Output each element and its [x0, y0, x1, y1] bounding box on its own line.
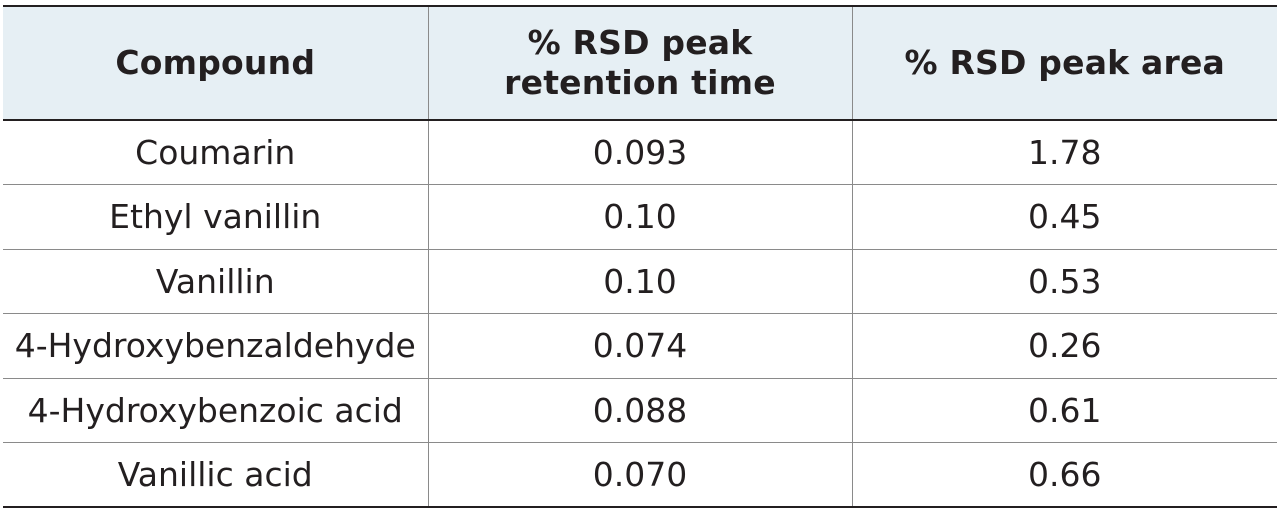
- table-header: Compound % RSD peak retention time % RSD…: [3, 5, 1277, 121]
- peak-area-rsd-cell: 0.53: [851, 249, 1277, 314]
- peak-area-rsd-cell: 0.26: [851, 313, 1277, 379]
- table-body: Coumarin 0.093 1.78 Ethyl vanillin 0.10 …: [3, 120, 1277, 508]
- retention-time-rsd-cell: 0.074: [427, 313, 853, 379]
- table-row: Vanillin 0.10 0.53: [3, 249, 1277, 314]
- peak-area-rsd-cell: 1.78: [851, 120, 1277, 185]
- retention-time-rsd-cell: 0.070: [427, 442, 853, 508]
- rsd-table: Compound % RSD peak retention time % RSD…: [3, 5, 1277, 508]
- compound-cell: Vanillin: [3, 249, 429, 314]
- table-row: Coumarin 0.093 1.78: [3, 120, 1277, 185]
- retention-time-rsd-cell: 0.10: [427, 249, 853, 314]
- table-row: 4-Hydroxybenzoic acid 0.088 0.61: [3, 378, 1277, 443]
- compound-cell: Coumarin: [3, 120, 429, 185]
- peak-area-rsd-cell: 0.45: [851, 184, 1277, 250]
- retention-time-rsd-cell: 0.10: [427, 184, 853, 250]
- retention-time-rsd-cell: 0.088: [427, 378, 853, 443]
- table-row: 4-Hydroxybenzaldehyde 0.074 0.26: [3, 313, 1277, 379]
- peak-area-rsd-cell: 0.66: [851, 442, 1277, 508]
- peak-area-rsd-cell: 0.61: [851, 378, 1277, 443]
- compound-cell: 4-Hydroxybenzaldehyde: [3, 313, 429, 379]
- table-row: Ethyl vanillin 0.10 0.45: [3, 184, 1277, 250]
- header-compound: Compound: [3, 5, 429, 121]
- header-rsd-retention-time: % RSD peak retention time: [427, 5, 853, 121]
- compound-cell: Vanillic acid: [3, 442, 429, 508]
- header-row: Compound % RSD peak retention time % RSD…: [3, 5, 1277, 121]
- compound-cell: 4-Hydroxybenzoic acid: [3, 378, 429, 443]
- header-rsd-peak-area: % RSD peak area: [851, 5, 1277, 121]
- table-row: Vanillic acid 0.070 0.66: [3, 442, 1277, 508]
- compound-cell: Ethyl vanillin: [3, 184, 429, 250]
- retention-time-rsd-cell: 0.093: [427, 120, 853, 185]
